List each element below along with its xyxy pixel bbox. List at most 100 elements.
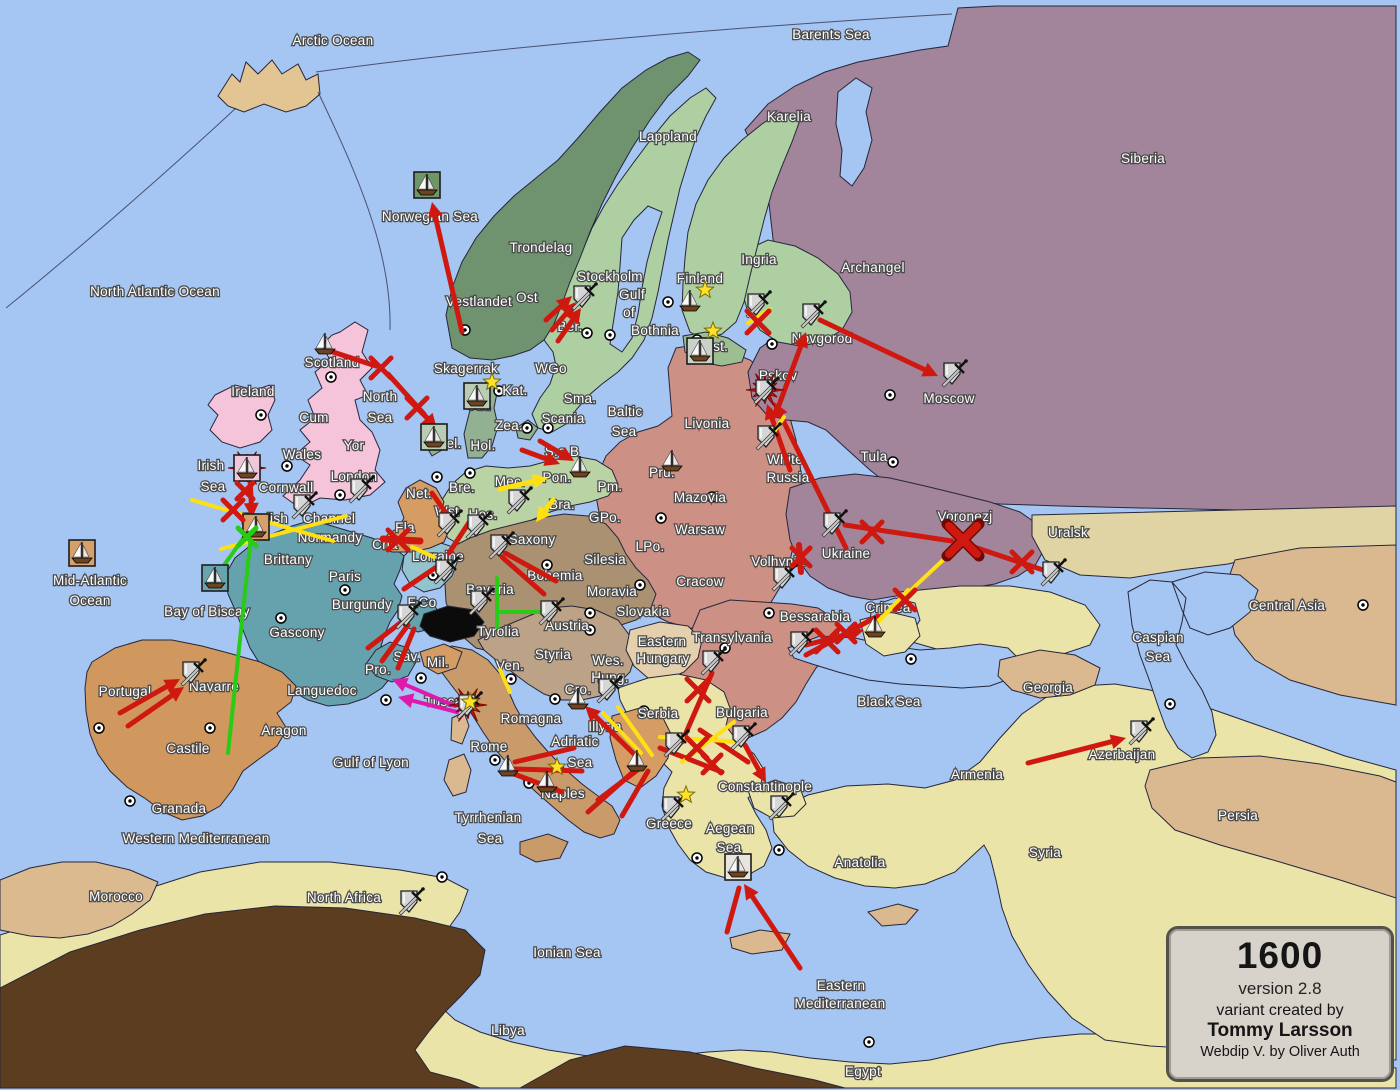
sea-caspian[interactable] [1127,571,1259,759]
province-label: Ost [516,290,538,305]
variant-info-box: 1600 version 2.8 variant created by Tomm… [1166,926,1394,1082]
boat-hull [236,472,258,479]
region-morocco[interactable] [0,861,159,939]
boat-mainsail [627,749,637,766]
province-label: Caspian [1132,630,1184,645]
province-label: Persia [1218,808,1258,823]
fleet-unit-icon[interactable] [413,171,441,199]
region-uralsk[interactable] [1031,505,1397,579]
army-unit-icon[interactable] [395,601,422,630]
fleet-unit-icon[interactable] [626,749,648,772]
region-georgia[interactable] [997,649,1101,699]
region-ireland[interactable] [207,384,276,449]
fleet-unit-icon[interactable] [686,337,714,365]
army-unit-icon[interactable] [465,511,492,540]
army-unit-icon[interactable] [291,491,318,520]
fleet-unit-icon[interactable] [567,687,589,710]
region-milan[interactable] [419,643,463,675]
region-iceland[interactable] [217,59,321,113]
region-sardinia[interactable] [443,753,472,797]
boat-foresail [580,458,588,472]
sword-guard [304,495,315,506]
region-crete[interactable] [729,929,791,955]
army-unit-icon[interactable] [1040,558,1067,587]
boat-mainsail [537,770,547,787]
province-label: Black Sea [857,694,921,709]
sword-pommel [511,531,515,535]
boat-mainsail [690,339,700,356]
province-label: Serbia [638,706,679,721]
fleet-unit-icon[interactable] [463,382,491,410]
army-unit-icon[interactable] [821,509,848,538]
fleet-unit-icon[interactable] [68,539,96,567]
army-unit-icon[interactable] [745,290,772,319]
region-finland[interactable] [681,111,801,341]
army-unit-icon[interactable] [771,563,798,592]
supply-center-dot [691,852,703,864]
x-stroke [385,527,411,553]
region-iberia[interactable] [84,639,297,821]
region-sicily[interactable] [519,833,569,863]
army-unit-icon[interactable] [436,509,463,538]
region-cyprus[interactable] [867,903,919,927]
army-unit-icon[interactable] [768,792,795,821]
region-norway[interactable] [445,51,701,361]
army-unit-icon[interactable] [433,556,460,585]
army-unit-icon[interactable] [398,887,425,916]
variant-version: version 2.8 [1238,979,1322,998]
region-britain[interactable] [282,321,386,509]
province-label: Archangel [841,260,905,275]
fleet-unit-icon[interactable] [201,564,229,592]
boat-mainsail [237,456,247,473]
fleet-unit-icon[interactable] [314,332,336,355]
province-label: Georgia [1023,680,1073,695]
region-russia[interactable] [744,5,1397,513]
army-unit-icon[interactable] [571,282,598,311]
army-unit-icon[interactable] [506,486,533,515]
army-unit-icon[interactable] [663,729,690,758]
supply-center-core [259,413,263,417]
region-persia[interactable] [1144,755,1397,899]
army-unit-icon[interactable] [468,587,495,616]
supply-center-dot [542,422,554,434]
fleet-unit-icon[interactable] [233,454,261,482]
fleet-unit-icon[interactable] [497,754,519,777]
army-unit-icon[interactable] [788,628,815,657]
sword-guard [584,286,595,297]
army-unit-icon[interactable] [488,531,515,560]
failed-order-x-icon [234,480,256,502]
region-switzerland [419,605,485,643]
army-unit-icon[interactable] [730,722,757,751]
fleet-unit-icon[interactable] [864,615,886,638]
army-unit-icon[interactable] [596,675,623,704]
sword-guard [673,797,684,808]
fleet-unit-icon[interactable] [420,423,448,451]
army-unit-icon[interactable] [538,597,565,626]
sea-gulf-of-bothnia[interactable] [609,205,663,353]
army-unit-icon[interactable] [941,359,968,388]
sword-grip [589,284,596,291]
province-label: Irish [197,458,224,473]
army-unit-icon[interactable] [755,422,782,451]
province-label: Russia [766,470,809,485]
fleet-unit-icon[interactable] [569,455,591,478]
fleet-unit-icon[interactable] [661,449,683,472]
supply-center-core [208,726,212,730]
army-unit-icon[interactable] [348,475,375,504]
order-line [395,626,417,671]
army-unit-icon[interactable] [800,300,827,329]
army-unit-icon[interactable] [700,647,727,676]
region-illyria[interactable] [609,707,673,789]
province-label: Livonia [685,416,730,431]
fleet-unit-icon[interactable] [724,853,752,881]
province-label: Burgundy [332,597,392,612]
army-unit-icon[interactable] [180,658,207,687]
supply-center-dot [489,754,501,766]
region-eastern-hungary[interactable] [625,621,703,681]
army-unit-icon[interactable] [753,376,780,405]
army-unit-icon[interactable] [1128,717,1155,746]
fleet-unit-icon[interactable] [536,770,558,793]
fleet-unit-icon[interactable] [679,289,701,312]
boat-mainsail [315,332,325,349]
